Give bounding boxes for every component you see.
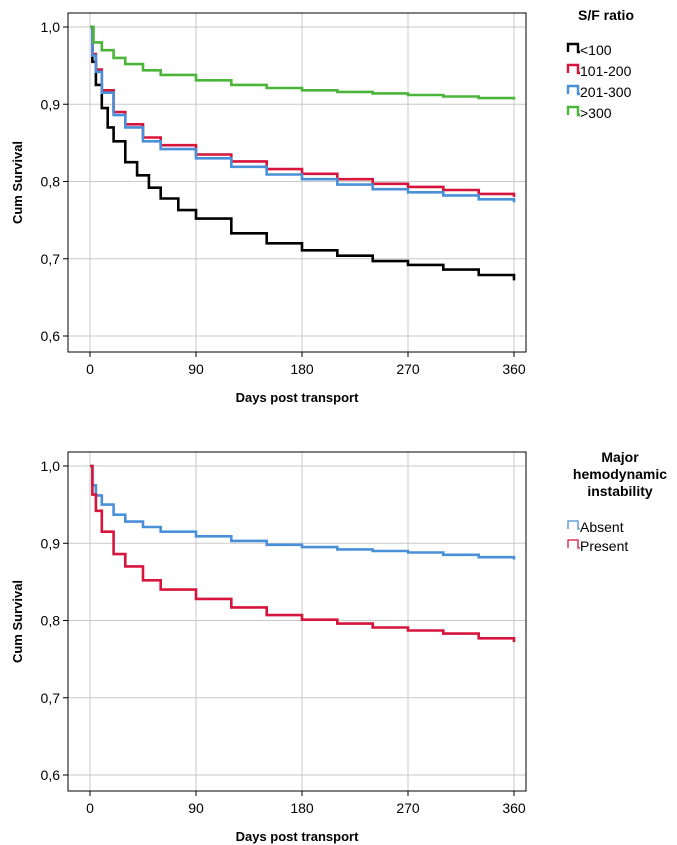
- chart-panel-sf-ratio: 0,6 0,7 0,8 0,9 1,0 0 90 180 270 360 Days post t…: [10, 7, 634, 405]
- x-tick-label: 180: [290, 800, 314, 816]
- series-line-0: [90, 464, 516, 560]
- y-tick-label: 0,6: [41, 767, 61, 783]
- legend-swatch-3: [566, 105, 580, 117]
- series-line-3: [90, 25, 516, 100]
- legend-title-line: Major: [601, 449, 639, 465]
- series-group: [90, 25, 516, 281]
- x-tick-label: 90: [188, 361, 204, 377]
- grid-lines: [68, 452, 526, 791]
- y-tick-label: 0,7: [41, 251, 61, 267]
- y-tick-label: 1,0: [41, 19, 61, 35]
- series-line-2: [90, 25, 516, 203]
- y-tick-labels: 0,6 0,7 0,8 0,9 1,0: [41, 19, 68, 344]
- legend-item-label: >300: [580, 105, 612, 121]
- series-line-0: [90, 25, 516, 281]
- x-tick-labels: 0 90 180 270 360: [86, 791, 526, 816]
- legend-title-line: instability: [587, 483, 653, 499]
- y-tick-label: 0,9: [41, 96, 61, 112]
- legend: S/F ratio <100 101-200 201-300 >300: [566, 7, 634, 121]
- x-tick-label: 270: [396, 800, 420, 816]
- x-tick-label: 360: [502, 361, 526, 377]
- legend-swatch-1: [566, 63, 580, 75]
- x-tick-label: 0: [86, 361, 94, 377]
- legend-title-line: hemodynamic: [573, 466, 667, 482]
- x-tick-label: 180: [290, 361, 314, 377]
- x-tick-label: 90: [188, 800, 204, 816]
- y-tick-labels: 0,6 0,7 0,8 0,9 1,0: [41, 458, 68, 783]
- x-axis-title: Days post transport: [236, 390, 359, 405]
- y-tick-label: 0,8: [41, 613, 61, 629]
- y-tick-label: 0,9: [41, 535, 61, 551]
- series-line-1: [90, 464, 516, 643]
- legend-swatch-0: [566, 42, 580, 54]
- legend-item-label: 201-300: [580, 84, 632, 100]
- legend-swatch-2: [566, 84, 580, 96]
- chart-panel-hemodynamic: 0,6 0,7 0,8 0,9 1,0 0 90 180 270 360 Days post t…: [10, 449, 667, 844]
- legend-swatch-1: [567, 539, 580, 549]
- x-tick-label: 270: [396, 361, 420, 377]
- legend-item-label: <100: [580, 42, 612, 58]
- legend-title: S/F ratio: [578, 7, 634, 23]
- legend-item-label: 101-200: [580, 63, 632, 79]
- y-tick-label: 0,8: [41, 174, 61, 190]
- legend-swatch-0: [567, 520, 580, 530]
- legend-item-label: Present: [580, 538, 628, 554]
- x-tick-label: 0: [86, 800, 94, 816]
- plot-frame: [67, 451, 527, 792]
- x-axis-title: Days post transport: [236, 829, 359, 844]
- y-tick-label: 0,7: [41, 690, 61, 706]
- y-tick-label: 1,0: [41, 458, 61, 474]
- legend-item-label: Absent: [580, 519, 624, 535]
- x-tick-label: 360: [502, 800, 526, 816]
- x-tick-labels: 0 90 180 270 360: [86, 352, 526, 377]
- y-tick-label: 0,6: [41, 328, 61, 344]
- plot-frame: [67, 12, 527, 353]
- y-axis-title: Cum Survival: [10, 141, 25, 224]
- y-axis-title: Cum Survival: [10, 580, 25, 663]
- series-group: [90, 464, 516, 643]
